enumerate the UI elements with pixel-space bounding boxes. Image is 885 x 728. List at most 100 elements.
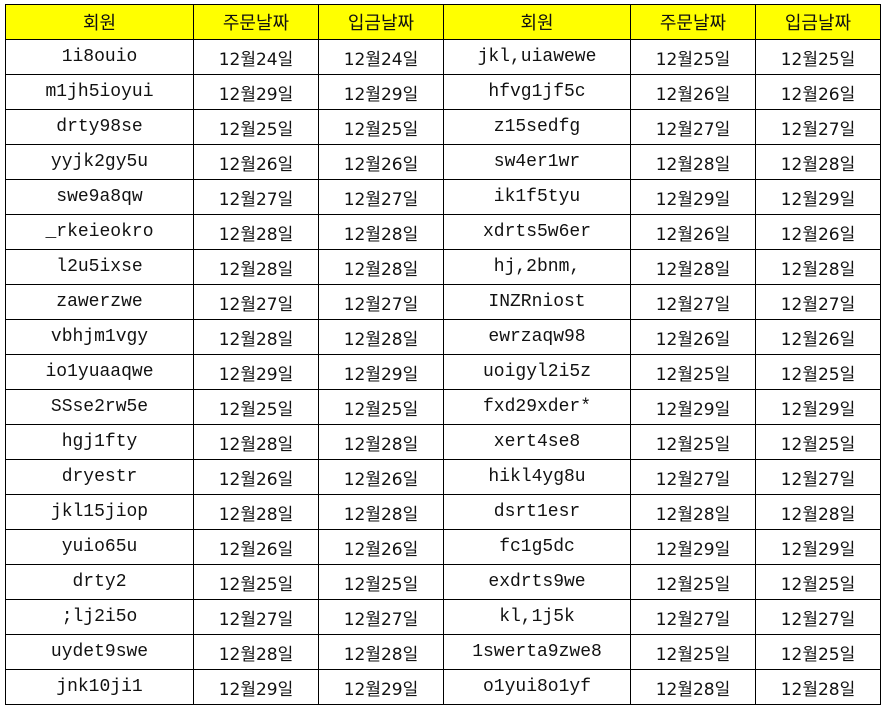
member-cell[interactable]: kl,1j5k — [443, 599, 631, 635]
member-cell[interactable]: sw4er1wr — [443, 144, 631, 180]
order-date-cell[interactable]: 12월25일 — [630, 424, 756, 460]
member-cell[interactable]: hgj1fty — [5, 424, 194, 460]
member-cell[interactable]: io1yuaaqwe — [5, 354, 194, 390]
member-cell[interactable]: ewrzaqw98 — [443, 319, 631, 355]
member-cell[interactable]: exdrts9we — [443, 564, 631, 600]
order-date-cell[interactable]: 12월28일 — [630, 494, 756, 530]
payment-date-cell[interactable]: 12월29일 — [755, 529, 881, 565]
order-date-cell[interactable]: 12월28일 — [193, 494, 319, 530]
order-date-cell[interactable]: 12월27일 — [630, 109, 756, 145]
payment-date-cell[interactable]: 12월29일 — [755, 389, 881, 425]
header-order-date[interactable]: 주문날짜 — [193, 4, 319, 40]
payment-date-cell[interactable]: 12월25일 — [755, 564, 881, 600]
order-date-cell[interactable]: 12월25일 — [193, 564, 319, 600]
order-date-cell[interactable]: 12월29일 — [630, 389, 756, 425]
payment-date-cell[interactable]: 12월24일 — [318, 39, 444, 75]
payment-date-cell[interactable]: 12월27일 — [755, 599, 881, 635]
payment-date-cell[interactable]: 12월26일 — [318, 144, 444, 180]
member-cell[interactable]: fxd29xder* — [443, 389, 631, 425]
member-cell[interactable]: SSse2rw5e — [5, 389, 194, 425]
member-cell[interactable]: xdrts5w6er — [443, 214, 631, 250]
member-cell[interactable]: ;lj2i5o — [5, 599, 194, 635]
order-date-cell[interactable]: 12월26일 — [193, 459, 319, 495]
payment-date-cell[interactable]: 12월28일 — [755, 144, 881, 180]
member-cell[interactable]: dsrt1esr — [443, 494, 631, 530]
order-date-cell[interactable]: 12월27일 — [193, 179, 319, 215]
order-date-cell[interactable]: 12월28일 — [193, 634, 319, 670]
member-cell[interactable]: jkl,uiawewe — [443, 39, 631, 75]
payment-date-cell[interactable]: 12월27일 — [755, 109, 881, 145]
member-cell[interactable]: _rkeieokro — [5, 214, 194, 250]
order-date-cell[interactable]: 12월29일 — [630, 529, 756, 565]
payment-date-cell[interactable]: 12월25일 — [755, 354, 881, 390]
order-date-cell[interactable]: 12월27일 — [630, 599, 756, 635]
payment-date-cell[interactable]: 12월27일 — [755, 284, 881, 320]
payment-date-cell[interactable]: 12월27일 — [755, 459, 881, 495]
payment-date-cell[interactable]: 12월26일 — [318, 459, 444, 495]
order-date-cell[interactable]: 12월29일 — [193, 74, 319, 110]
order-date-cell[interactable]: 12월28일 — [630, 249, 756, 285]
member-cell[interactable]: hfvg1jf5c — [443, 74, 631, 110]
order-date-cell[interactable]: 12월29일 — [193, 354, 319, 390]
order-date-cell[interactable]: 12월27일 — [193, 599, 319, 635]
order-date-cell[interactable]: 12월28일 — [193, 249, 319, 285]
member-cell[interactable]: zawerzwe — [5, 284, 194, 320]
header-member[interactable]: 회원 — [443, 4, 631, 40]
member-cell[interactable]: xert4se8 — [443, 424, 631, 460]
header-payment-date[interactable]: 입금날짜 — [318, 4, 444, 40]
order-date-cell[interactable]: 12월25일 — [193, 109, 319, 145]
payment-date-cell[interactable]: 12월29일 — [755, 179, 881, 215]
payment-date-cell[interactable]: 12월29일 — [318, 354, 444, 390]
order-date-cell[interactable]: 12월28일 — [193, 424, 319, 460]
header-payment-date[interactable]: 입금날짜 — [755, 4, 881, 40]
order-date-cell[interactable]: 12월24일 — [193, 39, 319, 75]
order-date-cell[interactable]: 12월25일 — [630, 634, 756, 670]
member-cell[interactable]: ik1f5tyu — [443, 179, 631, 215]
header-member[interactable]: 회원 — [5, 4, 194, 40]
member-cell[interactable]: 1swerta9zwe8 — [443, 634, 631, 670]
member-cell[interactable]: hj,2bnm, — [443, 249, 631, 285]
payment-date-cell[interactable]: 12월28일 — [318, 494, 444, 530]
order-date-cell[interactable]: 12월25일 — [630, 354, 756, 390]
member-cell[interactable]: dryestr — [5, 459, 194, 495]
payment-date-cell[interactable]: 12월28일 — [318, 249, 444, 285]
payment-date-cell[interactable]: 12월28일 — [318, 214, 444, 250]
order-date-cell[interactable]: 12월28일 — [630, 144, 756, 180]
member-cell[interactable]: INZRniost — [443, 284, 631, 320]
payment-date-cell[interactable]: 12월28일 — [318, 424, 444, 460]
order-date-cell[interactable]: 12월28일 — [193, 319, 319, 355]
member-cell[interactable]: yuio65u — [5, 529, 194, 565]
member-cell[interactable]: jkl15jiop — [5, 494, 194, 530]
order-date-cell[interactable]: 12월25일 — [630, 39, 756, 75]
payment-date-cell[interactable]: 12월26일 — [318, 529, 444, 565]
payment-date-cell[interactable]: 12월28일 — [755, 249, 881, 285]
order-date-cell[interactable]: 12월26일 — [193, 529, 319, 565]
payment-date-cell[interactable]: 12월29일 — [318, 669, 444, 705]
order-date-cell[interactable]: 12월26일 — [630, 74, 756, 110]
payment-date-cell[interactable]: 12월26일 — [755, 319, 881, 355]
payment-date-cell[interactable]: 12월25일 — [755, 634, 881, 670]
payment-date-cell[interactable]: 12월28일 — [318, 319, 444, 355]
member-cell[interactable]: uoigyl2i5z — [443, 354, 631, 390]
payment-date-cell[interactable]: 12월26일 — [755, 74, 881, 110]
payment-date-cell[interactable]: 12월25일 — [755, 39, 881, 75]
member-cell[interactable]: vbhjm1vgy — [5, 319, 194, 355]
member-cell[interactable]: fc1g5dc — [443, 529, 631, 565]
order-date-cell[interactable]: 12월26일 — [193, 144, 319, 180]
member-cell[interactable]: yyjk2gy5u — [5, 144, 194, 180]
member-cell[interactable]: drty2 — [5, 564, 194, 600]
payment-date-cell[interactable]: 12월29일 — [318, 74, 444, 110]
payment-date-cell[interactable]: 12월28일 — [318, 634, 444, 670]
payment-date-cell[interactable]: 12월26일 — [755, 214, 881, 250]
member-cell[interactable]: hikl4yg8u — [443, 459, 631, 495]
order-date-cell[interactable]: 12월27일 — [630, 459, 756, 495]
payment-date-cell[interactable]: 12월27일 — [318, 284, 444, 320]
order-date-cell[interactable]: 12월29일 — [193, 669, 319, 705]
member-cell[interactable]: l2u5ixse — [5, 249, 194, 285]
payment-date-cell[interactable]: 12월25일 — [318, 564, 444, 600]
member-cell[interactable]: o1yui8o1yf — [443, 669, 631, 705]
member-cell[interactable]: uydet9swe — [5, 634, 194, 670]
order-date-cell[interactable]: 12월25일 — [193, 389, 319, 425]
order-date-cell[interactable]: 12월28일 — [193, 214, 319, 250]
order-date-cell[interactable]: 12월29일 — [630, 179, 756, 215]
